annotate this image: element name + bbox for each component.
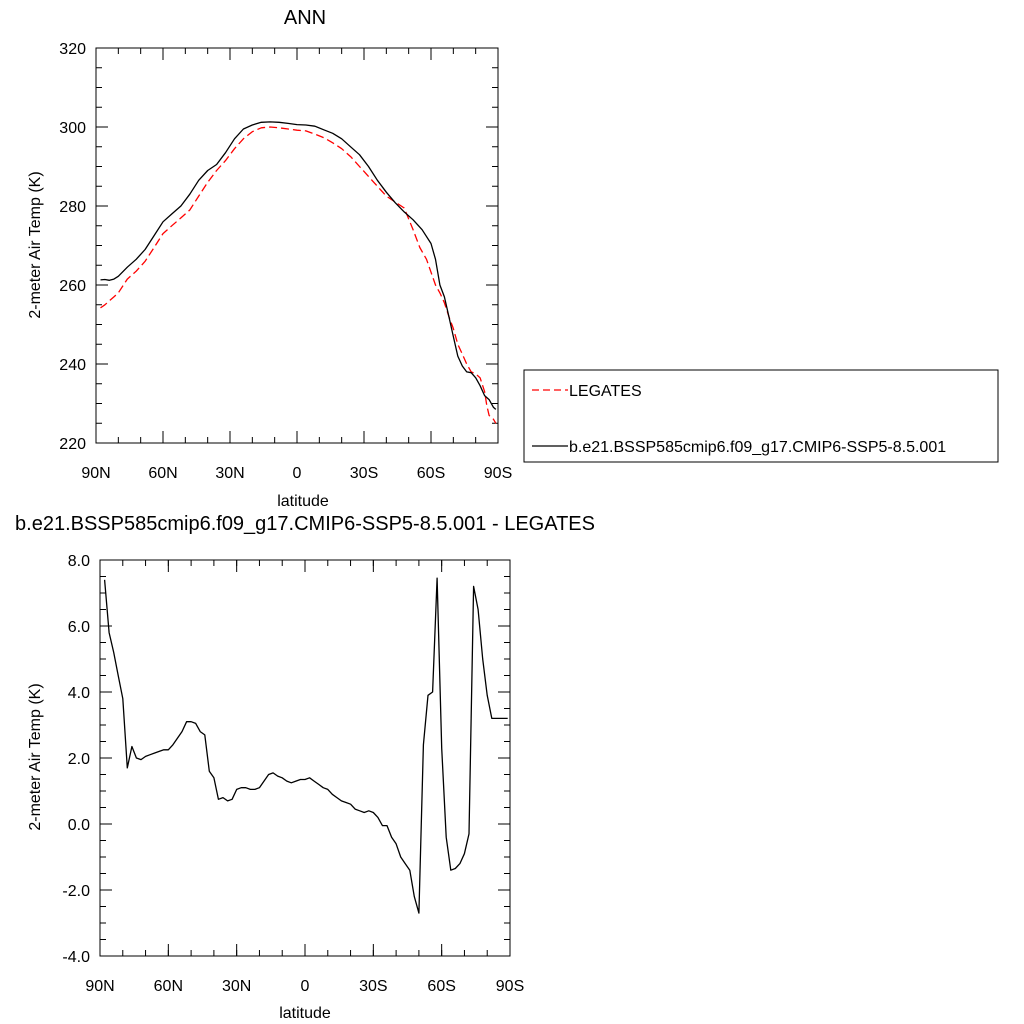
x-tick-label: 30N: [215, 465, 244, 482]
y-axis-label: 2-meter Air Temp (K): [27, 171, 44, 318]
x-tick-labels: 90N 60N 30N 0 30S 60S 90S: [81, 465, 512, 482]
x-tick-label: 0: [301, 978, 310, 995]
series-group: [103, 577, 508, 914]
plot-frame: [99, 559, 511, 957]
series-line-b-e21-bssp585cmip6-f09-g17-cmip6-ssp5-8-5-001: [100, 121, 497, 410]
x-tick-label: 60N: [148, 465, 177, 482]
y-tick-label: 320: [59, 41, 86, 58]
x-tick-label: 90N: [85, 978, 114, 995]
x-axis-label: latitude: [277, 493, 329, 510]
x-tick-label: 60S: [417, 465, 445, 482]
x-tick-label: 60S: [427, 978, 455, 995]
y-tick-label: -4.0: [62, 949, 90, 966]
y-tick-label: 240: [59, 357, 86, 374]
x-tick-label: 60N: [154, 978, 183, 995]
x-axis-label: latitude: [279, 1005, 331, 1022]
y-tick-label: 280: [59, 199, 86, 216]
y-tick-label: 260: [59, 278, 86, 295]
x-tick-label: 30S: [350, 465, 378, 482]
x-tick-label: 30N: [222, 978, 251, 995]
y-tick-labels: -4.0 -2.0 0.0 2.0 4.0 6.0 8.0: [62, 553, 90, 966]
y-axis-label: 2-meter Air Temp (K): [27, 683, 44, 830]
tick-marks: [99, 559, 511, 957]
plot-frame: [95, 47, 499, 444]
y-tick-label: 300: [59, 120, 86, 137]
y-tick-label: 6.0: [68, 619, 90, 636]
series-line-difference: [103, 577, 508, 914]
y-tick-label: 220: [59, 436, 86, 453]
chart-title: b.e21.BSSP585cmip6.f09_g17.CMIP6-SSP5-8.…: [15, 513, 595, 535]
chart-panel-difference: b.e21.BSSP585cmip6.f09_g17.CMIP6-SSP5-8.…: [15, 513, 595, 1022]
x-tick-labels: 90N 60N 30N 0 30S 60S 90S: [85, 978, 524, 995]
legend-label-legates: LEGATES: [569, 383, 642, 400]
x-tick-label: 90N: [81, 465, 110, 482]
tick-marks: [95, 47, 499, 444]
x-tick-label: 90S: [496, 978, 524, 995]
x-tick-label: 0: [293, 465, 302, 482]
x-tick-label: 30S: [359, 978, 387, 995]
chart-panel-annual: ANN 90N 60N 30N 0 30S 60S 90S 220 240 260 280 300 3…: [27, 7, 512, 510]
y-tick-label: 4.0: [68, 685, 90, 702]
y-tick-label: 8.0: [68, 553, 90, 570]
legend: LEGATES b.e21.BSSP585cmip6.f09_g17.CMIP6…: [523, 369, 999, 463]
series-line-legates: [100, 126, 497, 424]
x-tick-label: 90S: [484, 465, 512, 482]
y-tick-label: 0.0: [68, 817, 90, 834]
y-tick-label: 2.0: [68, 751, 90, 768]
series-group: [100, 121, 497, 424]
legend-box: [523, 369, 999, 463]
y-tick-labels: 220 240 260 280 300 320: [59, 41, 86, 453]
y-tick-label: -2.0: [62, 883, 90, 900]
chart-title: ANN: [284, 7, 326, 29]
legend-label-model: b.e21.BSSP585cmip6.f09_g17.CMIP6-SSP5-8.…: [569, 439, 946, 456]
